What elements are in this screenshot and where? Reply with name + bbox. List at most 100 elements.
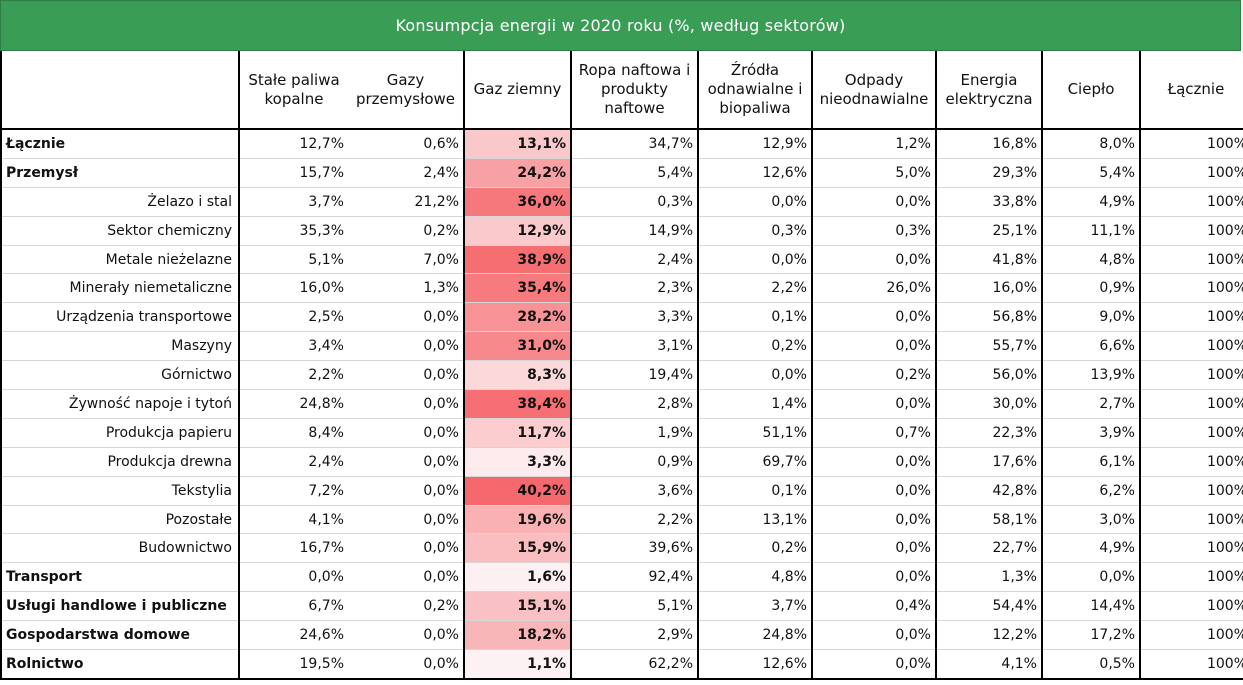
cell-odpady: 0,0% [811,505,936,535]
cell-lacznie: 100% [1139,273,1243,304]
row-label: Metale nieżelazne [0,245,240,275]
cell-stale-paliwa: 15,7% [239,158,348,188]
row-label: Przemysł [0,158,240,188]
cell-energia-elektryczna: 41,8% [935,245,1042,275]
cell-odpady: 1,2% [811,129,936,159]
cell-odpady: 0,2% [811,360,936,391]
table-row: Minerały niemetaliczne 16,0% 1,3% 35,4% 2,3%… [0,273,1243,304]
row-label: Minerały niemetaliczne [0,273,240,304]
row-label: Maszyny [0,331,240,362]
cell-ropa-naftowa: 3,3% [570,302,698,333]
cell-stale-paliwa: 3,7% [239,187,348,217]
cell-gaz-ziemny: 35,4% [463,273,571,304]
cell-odpady: 0,0% [811,331,936,362]
cell-stale-paliwa: 8,4% [239,418,348,448]
cell-lacznie: 100% [1139,649,1243,680]
cell-energia-elektryczna: 30,0% [935,389,1042,419]
cell-ropa-naftowa: 2,9% [570,620,698,651]
cell-gazy-przemyslowe: 0,0% [348,360,464,391]
cell-lacznie: 100% [1139,158,1243,188]
cell-gaz-ziemny: 12,9% [463,216,571,246]
cell-gazy-przemyslowe: 0,0% [348,447,464,477]
row-label: Budownictwo [0,533,240,564]
cell-gaz-ziemny: 15,1% [463,591,571,622]
header-odpady: Odpady nieodnawialne [811,51,936,130]
cell-gazy-przemyslowe: 0,0% [348,302,464,333]
cell-odpady: 0,0% [811,620,936,651]
cell-ropa-naftowa: 0,3% [570,187,698,217]
cell-zrodla-odnawialne: 3,7% [697,591,812,622]
cell-lacznie: 100% [1139,591,1243,622]
row-label: Urządzenia transportowe [0,302,240,333]
cell-lacznie: 100% [1139,389,1243,419]
cell-energia-elektryczna: 16,0% [935,273,1042,304]
cell-stale-paliwa: 3,4% [239,331,348,362]
table-body: Łącznie 12,7% 0,6% 13,1% 34,7% 12,9% 1,2% 16,8%… [0,129,1243,680]
cell-odpady: 0,4% [811,591,936,622]
cell-zrodla-odnawialne: 4,8% [697,562,812,593]
cell-zrodla-odnawialne: 12,6% [697,649,812,680]
cell-cieplo: 17,2% [1041,620,1140,651]
header-row: Stałe paliwa kopalne Gazy przemysłowe Ga… [0,51,1243,130]
cell-lacznie: 100% [1139,533,1243,564]
cell-gazy-przemyslowe: 0,6% [348,129,464,159]
cell-gaz-ziemny: 8,3% [463,360,571,391]
cell-energia-elektryczna: 29,3% [935,158,1042,188]
cell-gazy-przemyslowe: 0,0% [348,418,464,448]
cell-stale-paliwa: 2,2% [239,360,348,391]
cell-lacznie: 100% [1139,620,1243,651]
cell-stale-paliwa: 12,7% [239,129,348,159]
cell-lacznie: 100% [1139,129,1243,159]
cell-lacznie: 100% [1139,476,1243,506]
row-label: Pozostałe [0,505,240,535]
table-row: Urządzenia transportowe 2,5% 0,0% 28,2% 3,3%… [0,302,1243,333]
cell-ropa-naftowa: 3,1% [570,331,698,362]
cell-lacznie: 100% [1139,331,1243,362]
table-row: Pozostałe 4,1% 0,0% 19,6% 2,2% 13,1% 0,0% 58,1%… [0,505,1243,535]
cell-stale-paliwa: 35,3% [239,216,348,246]
cell-lacznie: 100% [1139,187,1243,217]
cell-gaz-ziemny: 19,6% [463,505,571,535]
table-row: Żywność napoje i tytoń 24,8% 0,0% 38,4% 2,8%… [0,389,1243,419]
table-row: Gospodarstwa domowe 24,6% 0,0% 18,2% 2,9% 24,… [0,620,1243,651]
cell-ropa-naftowa: 5,4% [570,158,698,188]
table-row: Łącznie 12,7% 0,6% 13,1% 34,7% 12,9% 1,2% 16,8%… [0,129,1243,159]
cell-stale-paliwa: 7,2% [239,476,348,506]
cell-gaz-ziemny: 36,0% [463,187,571,217]
row-label: Transport [0,562,240,593]
cell-lacznie: 100% [1139,505,1243,535]
cell-gazy-przemyslowe: 1,3% [348,273,464,304]
cell-gaz-ziemny: 40,2% [463,476,571,506]
header-gaz-ziemny: Gaz ziemny [463,51,571,130]
cell-gaz-ziemny: 1,6% [463,562,571,593]
cell-energia-elektryczna: 56,0% [935,360,1042,391]
cell-gaz-ziemny: 15,9% [463,533,571,564]
cell-gazy-przemyslowe: 21,2% [348,187,464,217]
cell-gazy-przemyslowe: 0,2% [348,216,464,246]
cell-cieplo: 6,6% [1041,331,1140,362]
cell-odpady: 0,0% [811,302,936,333]
cell-stale-paliwa: 5,1% [239,245,348,275]
cell-cieplo: 3,0% [1041,505,1140,535]
row-label: Żelazo i stal [0,187,240,217]
cell-cieplo: 2,7% [1041,389,1140,419]
cell-cieplo: 4,9% [1041,187,1140,217]
cell-energia-elektryczna: 58,1% [935,505,1042,535]
cell-ropa-naftowa: 14,9% [570,216,698,246]
cell-gaz-ziemny: 13,1% [463,129,571,159]
header-gazy-przemyslowe: Gazy przemysłowe [348,51,464,130]
table-title: Konsumpcja energii w 2020 roku (%, wedłu… [0,0,1241,51]
cell-cieplo: 13,9% [1041,360,1140,391]
table-row: Sektor chemiczny 35,3% 0,2% 12,9% 14,9% 0,3% 0… [0,216,1243,246]
cell-lacznie: 100% [1139,245,1243,275]
cell-gaz-ziemny: 31,0% [463,331,571,362]
cell-energia-elektryczna: 33,8% [935,187,1042,217]
cell-lacznie: 100% [1139,302,1243,333]
cell-odpady: 0,7% [811,418,936,448]
cell-zrodla-odnawialne: 0,0% [697,187,812,217]
cell-zrodla-odnawialne: 2,2% [697,273,812,304]
cell-lacznie: 100% [1139,418,1243,448]
row-label: Żywność napoje i tytoń [0,389,240,419]
cell-cieplo: 0,0% [1041,562,1140,593]
